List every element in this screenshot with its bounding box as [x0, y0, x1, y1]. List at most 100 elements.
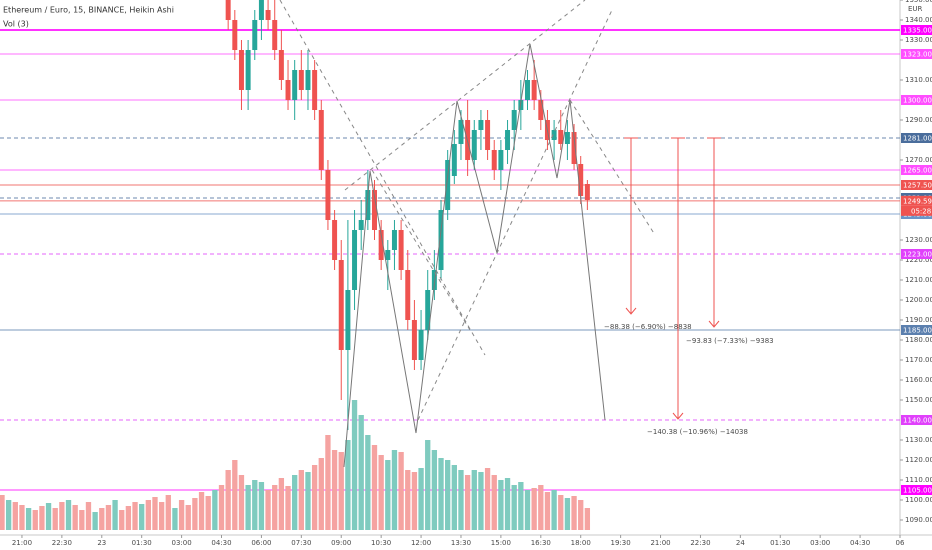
- volume-bar: [5, 500, 12, 530]
- volume-bar: [531, 488, 537, 530]
- candles: [225, 0, 590, 430]
- volume-bar: [112, 500, 118, 530]
- volume-bar: [558, 495, 564, 530]
- volume-bar: [331, 450, 338, 530]
- volume-bar: [338, 452, 344, 530]
- candle-body: [292, 70, 298, 100]
- x-tick-label: 19:30: [611, 539, 631, 547]
- countdown-label: 05:28: [911, 207, 931, 215]
- volume-bar: [478, 472, 484, 530]
- volume-bar: [584, 508, 591, 530]
- volume-bar: [272, 485, 278, 530]
- volume-bar: [464, 475, 471, 530]
- volume-bar: [145, 500, 151, 530]
- volume-bar: [99, 508, 105, 530]
- volume-bar: [39, 506, 45, 530]
- price-tag-label: 1185.00: [903, 327, 932, 335]
- volume-bar: [152, 497, 158, 530]
- arrow-head: [625, 307, 637, 315]
- y-tick-label: 1230.00: [905, 236, 932, 244]
- candle-body: [425, 290, 431, 330]
- price-tag-label: 1105.00: [903, 487, 932, 495]
- volume-bar: [172, 508, 178, 530]
- volume-bar: [484, 468, 491, 530]
- x-tick-label: 01:30: [132, 539, 152, 547]
- x-tick-label: 24: [736, 539, 745, 547]
- y-tick-label: 1270.00: [905, 156, 932, 164]
- volume-bar: [438, 458, 444, 530]
- candle-body: [318, 110, 324, 170]
- candle-body: [498, 150, 504, 170]
- volume-bar: [59, 502, 65, 530]
- arrow-head: [672, 412, 684, 420]
- price-tag: [901, 195, 932, 206]
- candle-body: [298, 70, 304, 90]
- volume-bar: [518, 482, 524, 530]
- candle-body: [325, 170, 331, 220]
- price-tag: [901, 249, 932, 259]
- price-tag-label: 1281.00: [903, 135, 932, 143]
- volume-bar: [65, 500, 72, 530]
- y-tick-label: 1200.00: [905, 296, 932, 304]
- y-tick-label: 1350.00: [905, 0, 932, 4]
- volume-bar: [551, 490, 557, 530]
- x-tick-label: 01:30: [770, 539, 790, 547]
- chart-title: Ethereum / Euro, 15, BINANCE, Heikin Ash…: [3, 6, 174, 15]
- candle-body: [564, 132, 570, 144]
- x-tick-label: 18:00: [571, 539, 591, 547]
- volume-bar: [385, 460, 391, 530]
- volume-bar: [238, 475, 245, 530]
- price-tag-label: 1323.00: [903, 51, 932, 59]
- volume-bar: [79, 510, 85, 530]
- candle-body: [252, 20, 258, 50]
- volume-bar: [431, 450, 438, 530]
- x-tick-label: 03:00: [172, 539, 192, 547]
- volume-bar: [498, 480, 504, 530]
- measure-arrows: [624, 137, 721, 420]
- candle-body: [352, 230, 358, 290]
- price-tag-label: 1140.00: [903, 417, 932, 425]
- candle-body: [285, 80, 291, 100]
- y-tick-label: 1310.00: [905, 76, 932, 84]
- price-tag-label: 1265.00: [903, 167, 932, 175]
- volume-pane: [0, 400, 591, 530]
- volume-bar: [252, 480, 258, 530]
- volume-bar: [105, 505, 112, 530]
- candle-body: [551, 130, 557, 140]
- countdown-tag: [901, 205, 932, 216]
- candle-body: [584, 184, 590, 200]
- x-tick-label: 16:30: [531, 539, 551, 547]
- volume-bar: [92, 512, 98, 530]
- volume-bar: [25, 508, 32, 530]
- candle-body: [238, 50, 244, 90]
- volume-bar: [278, 478, 285, 530]
- volume-bar: [218, 485, 225, 530]
- volume-bar: [578, 500, 584, 530]
- volume-bar: [198, 492, 205, 530]
- candle-body: [438, 210, 444, 270]
- candle-body: [525, 80, 530, 100]
- volume-bar: [305, 472, 311, 530]
- candle-body: [471, 130, 477, 160]
- volume-bar: [158, 502, 165, 530]
- volume-bar: [311, 465, 318, 530]
- volume-bar: [564, 498, 571, 530]
- y-tick-label: 1100.00: [905, 496, 932, 504]
- candle-body: [391, 230, 397, 250]
- volume-bar: [285, 486, 291, 530]
- volume-bar: [471, 470, 477, 530]
- x-tick-label: 10:30: [371, 539, 391, 547]
- volume-bar: [165, 495, 171, 530]
- volume-bar: [45, 503, 52, 530]
- y-tick-label: 1340.00: [905, 16, 932, 24]
- volume-bar: [445, 460, 451, 530]
- candle-body: [305, 70, 311, 90]
- y-tick-label: 1120.00: [905, 456, 932, 464]
- price-tag-label: 1335.00: [903, 27, 932, 35]
- price-tag: [901, 95, 932, 105]
- x-tick-label: 22:30: [690, 539, 710, 547]
- volume-bar: [19, 505, 25, 530]
- volume-bar: [371, 445, 378, 530]
- x-tick-label: 21:00: [12, 539, 32, 547]
